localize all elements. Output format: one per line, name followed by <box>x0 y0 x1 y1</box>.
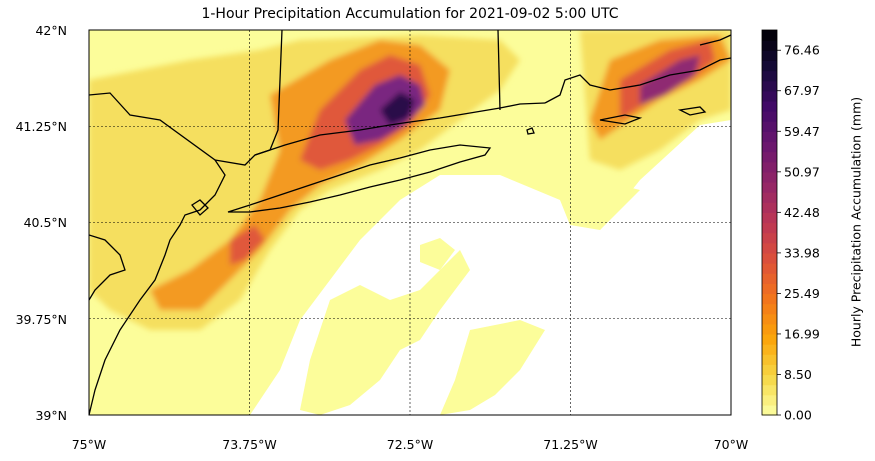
ri-ma-coastline <box>544 57 731 104</box>
lat-tick: 41.25°N <box>16 119 67 134</box>
map-panel <box>89 30 731 415</box>
colorbar-tick-label: 50.97 <box>784 164 820 179</box>
colorbar-band <box>762 141 777 153</box>
lon-tick: 72.5°W <box>387 437 433 452</box>
gridlines <box>89 30 731 415</box>
colorbar-band <box>762 181 777 193</box>
nj-coastline <box>89 92 226 415</box>
colorbar-band <box>762 30 777 41</box>
colorbar-band <box>762 151 777 163</box>
lon-tick: 71.25°W <box>543 437 597 452</box>
precip-red-southwest <box>230 225 265 265</box>
map-title: 1-Hour Precipitation Accumulation for 20… <box>201 6 619 22</box>
colorbar-band <box>762 192 777 203</box>
colorbar-band <box>762 121 777 132</box>
colorbar-tick-label: 76.46 <box>784 43 820 58</box>
colorbar-tick-label: 33.98 <box>784 245 820 260</box>
colorbar-band <box>762 232 777 244</box>
colorbar-tick-label: 16.99 <box>784 326 820 341</box>
lat-tick: 39.75°N <box>16 312 67 327</box>
colorbar-band <box>762 111 777 122</box>
delaware-bay-coast <box>89 234 126 301</box>
colorbar-band <box>762 394 777 406</box>
lon-tick: 75°W <box>72 437 107 452</box>
staten-island <box>191 199 209 216</box>
colorbar-band <box>762 70 777 82</box>
colorbar-band <box>762 374 777 386</box>
lat-tick-labels: 42°N 41.25°N 40.5°N 39.75°N 39°N <box>16 23 67 423</box>
martha-vineyard <box>599 114 643 125</box>
colorbar-band <box>762 263 777 274</box>
colorbar-band <box>762 60 777 72</box>
colorbar-band <box>762 90 777 102</box>
colorbar-band <box>762 40 777 51</box>
colorbar-tick-label: 25.49 <box>784 286 820 301</box>
colorbar-band <box>762 303 777 315</box>
colorbar-band <box>762 161 777 173</box>
colorbar-band <box>762 100 777 112</box>
lon-tick-labels: 75°W 73.75°W 72.5°W 71.25°W 70°W <box>72 437 749 452</box>
colorbar-tick-label: 8.50 <box>784 367 812 382</box>
colorbar-tick-label: 0.00 <box>784 408 812 423</box>
map-frame <box>88 29 732 416</box>
colorbar-band <box>762 222 777 234</box>
colorbar-band <box>762 50 777 61</box>
colorbar-band <box>762 171 777 183</box>
precip-light-southeast <box>440 320 545 415</box>
colorbar-band <box>762 293 777 305</box>
lat-tick: 39°N <box>35 408 67 423</box>
colorbar-band <box>762 404 777 416</box>
block-island <box>526 127 535 135</box>
colorbar-band <box>762 80 777 92</box>
colorbar-tick-label: 42.48 <box>784 205 820 220</box>
colorbar-band <box>762 333 777 345</box>
colorbar-band <box>762 242 777 254</box>
colorbar-band <box>762 273 777 284</box>
coastlines <box>89 30 731 415</box>
lat-tick: 42°N <box>35 23 67 38</box>
colorbar-band <box>762 252 777 264</box>
colorbar-band <box>762 364 777 376</box>
colorbar-tick-label: 59.47 <box>784 124 820 139</box>
colorbar-label: Hourly Precipitation Accumulation (mm) <box>848 96 864 348</box>
colorbar-band <box>762 212 777 224</box>
colorbar-band <box>762 131 777 143</box>
colorbar-band <box>762 344 777 355</box>
colorbar-ticks: 0.00 8.50 16.99 25.49 33.98 42.48 50.97 59.47 67… <box>777 43 820 423</box>
colorbar: 0.00 8.50 16.99 25.49 33.98 42.48 50.97 59.47 67… <box>761 29 820 423</box>
colorbar-bands <box>762 30 777 416</box>
cape-cod <box>699 34 731 46</box>
colorbar-band <box>762 313 777 325</box>
precip-purple-northeast <box>640 55 700 105</box>
lat-tick: 40.5°N <box>24 215 67 230</box>
lon-tick: 70°W <box>714 437 749 452</box>
ct-ri-border <box>497 30 501 111</box>
colorbar-band <box>762 354 777 365</box>
colorbar-tick-label: 67.97 <box>784 83 820 98</box>
lon-tick: 73.75°W <box>222 437 276 452</box>
precip-yellow-west <box>89 150 220 260</box>
colorbar-band <box>762 323 777 335</box>
long-island <box>227 144 492 213</box>
colorbar-band <box>762 283 777 295</box>
colorbar-band <box>762 202 777 213</box>
colorbar-frame <box>761 29 778 416</box>
colorbar-band <box>762 384 777 396</box>
precip-light-south <box>300 250 470 415</box>
precip-light-east <box>560 180 640 230</box>
nantucket <box>677 106 707 116</box>
precip-light-patch <box>420 238 455 270</box>
precip-dark-core <box>380 92 415 125</box>
